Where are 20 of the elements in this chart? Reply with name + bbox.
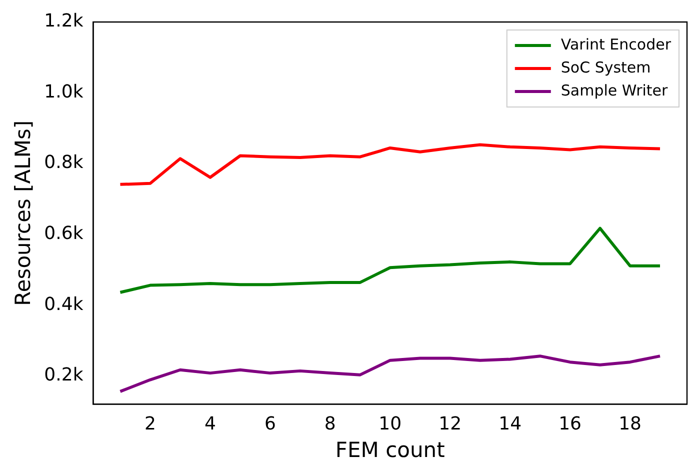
x-axis-title: FEM count bbox=[335, 438, 445, 462]
y-tick-label: 0.2k bbox=[44, 364, 84, 386]
y-tick-label: 0.4k bbox=[44, 294, 84, 315]
legend-label: SoC System bbox=[560, 58, 651, 76]
x-tick-label: 18 bbox=[618, 414, 642, 435]
x-tick-label: 8 bbox=[324, 414, 336, 435]
x-tick-label: 12 bbox=[438, 414, 462, 435]
x-tick-label: 10 bbox=[378, 414, 402, 435]
x-tick-label: 6 bbox=[264, 414, 276, 435]
legend-label: Sample Writer bbox=[560, 81, 669, 100]
legend-label: Varint Encoder bbox=[560, 35, 672, 54]
y-tick-label: 1.0k bbox=[44, 81, 84, 102]
y-tick-label: 0.6k bbox=[44, 223, 84, 244]
y-axis-title: Resources [ALMs] bbox=[11, 120, 36, 306]
x-tick-label: 4 bbox=[204, 414, 216, 435]
x-tick-label: 14 bbox=[498, 414, 522, 435]
y-tick-label: 1.2k bbox=[44, 10, 84, 32]
x-tick-label: 16 bbox=[558, 414, 582, 435]
x-tick-label: 2 bbox=[144, 414, 156, 435]
y-tick-label: 0.8k bbox=[44, 152, 84, 174]
